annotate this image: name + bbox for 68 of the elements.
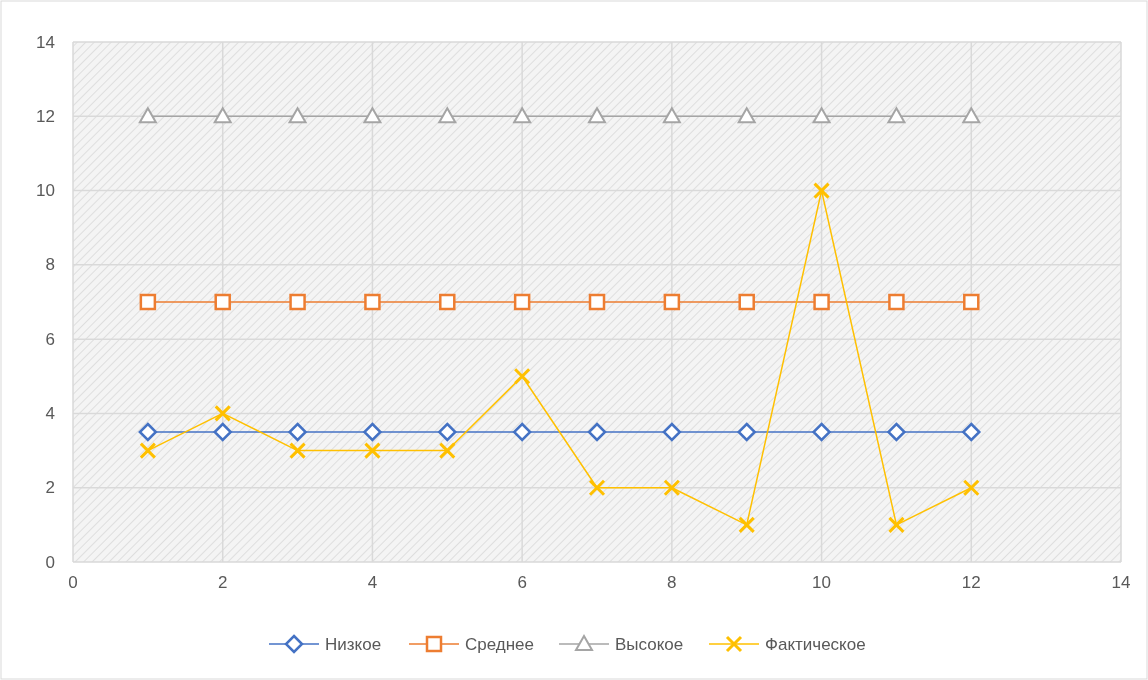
y-tick-label: 8: [45, 255, 55, 275]
point: [737, 107, 756, 124]
point: [662, 107, 681, 124]
y-tick-label: 12: [36, 106, 55, 126]
point: [288, 107, 307, 124]
legend-label: Высокое: [615, 634, 684, 654]
y-tick-label: 6: [45, 329, 55, 349]
y-tick-label: 2: [45, 478, 55, 498]
point: [813, 182, 831, 200]
point: [588, 293, 606, 311]
point: [812, 107, 831, 124]
point: [963, 293, 980, 311]
point: [587, 422, 607, 442]
point: [138, 422, 158, 442]
point: [513, 367, 531, 385]
x-tick-label: 8: [667, 573, 677, 592]
x-tick-label: 0: [68, 573, 78, 592]
point: [214, 293, 231, 311]
legend-label: Среднее: [465, 634, 535, 654]
point: [363, 422, 382, 442]
legend-label: Фактическое: [765, 634, 866, 654]
point: [139, 293, 157, 311]
point: [289, 442, 307, 460]
point: [513, 107, 532, 124]
point: [887, 516, 905, 534]
x-tick-label: 6: [517, 573, 527, 592]
point: [213, 422, 232, 442]
y-tick-label: 14: [36, 32, 55, 52]
x-tick-label: 4: [367, 573, 378, 592]
point: [438, 107, 457, 124]
y-tick-label: 0: [45, 552, 55, 572]
point: [138, 107, 157, 124]
point: [738, 293, 755, 311]
point: [888, 293, 905, 311]
point: [588, 479, 606, 497]
point: [139, 442, 157, 460]
point: [662, 422, 682, 442]
point: [513, 293, 531, 311]
point: [363, 107, 382, 124]
point: [962, 479, 980, 497]
x-tick-label: 10: [812, 573, 832, 592]
point: [438, 442, 456, 460]
point: [962, 422, 981, 442]
point: [738, 516, 756, 534]
point: [364, 293, 381, 311]
x-tick-label: 2: [217, 573, 228, 592]
point: [812, 422, 831, 442]
point: [289, 293, 306, 311]
point: [887, 422, 906, 442]
x-tick-label: 14: [1111, 573, 1131, 592]
y-tick-label: 4: [45, 403, 55, 423]
point: [663, 479, 681, 497]
point: [213, 107, 232, 124]
x-tick-label: 12: [961, 573, 981, 592]
point: [737, 422, 756, 442]
legend-label: Низкое: [325, 634, 382, 654]
point: [214, 404, 232, 422]
point: [887, 107, 906, 124]
point: [512, 422, 532, 442]
point: [588, 107, 606, 124]
point: [663, 293, 681, 311]
y-tick-label: 10: [36, 181, 55, 201]
point: [438, 422, 457, 442]
point: [813, 293, 830, 311]
point: [288, 422, 307, 442]
point: [439, 293, 456, 311]
point: [962, 107, 981, 124]
point: [363, 442, 381, 460]
